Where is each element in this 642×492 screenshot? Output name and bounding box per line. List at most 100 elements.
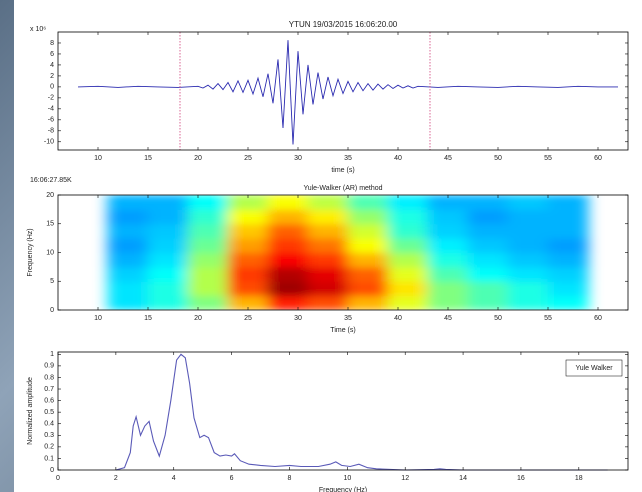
y-tick-label: -8	[48, 128, 54, 135]
x-tick-label: 45	[444, 155, 452, 162]
heatmap-cell	[227, 252, 269, 268]
heatmap-cell	[307, 195, 349, 210]
heatmap-cell	[107, 208, 149, 225]
heatmap-cell	[307, 252, 349, 268]
heatmap-cell	[547, 195, 589, 210]
heatmap-cell	[507, 208, 549, 225]
heatmap-cell	[547, 208, 589, 225]
heatmap-cell	[267, 280, 309, 297]
heatmap-cell	[187, 252, 229, 268]
chart-title: Yule-Walker (AR) method	[303, 185, 382, 192]
heatmap-cell	[387, 195, 429, 210]
heatmap-cell	[507, 280, 549, 297]
heatmap-cell	[187, 208, 229, 225]
heatmap-cell	[547, 252, 589, 268]
y-tick-label: 0.1	[44, 455, 54, 462]
data-line	[115, 353, 608, 471]
heatmap-cell	[267, 208, 309, 225]
heatmap-cell	[307, 237, 349, 253]
heatmap-cell	[347, 237, 389, 253]
annotation: 16:06:27.85K	[30, 177, 72, 184]
heatmap-cell	[387, 266, 429, 282]
heatmap-cell	[147, 208, 189, 225]
heatmap-cell	[267, 195, 309, 210]
heatmap-cell	[267, 237, 309, 253]
y-tick-label: 0.5	[44, 409, 54, 416]
y-tick-label: 0.6	[44, 397, 54, 404]
x-tick-label: 45	[444, 315, 452, 322]
heatmap-cell	[427, 223, 469, 239]
heatmap-cell	[427, 237, 469, 253]
x-tick-label: 12	[401, 475, 409, 482]
x-tick-label: 40	[394, 155, 402, 162]
heatmap-cell	[107, 195, 149, 210]
heatmap-cell	[147, 280, 189, 297]
heatmap-cell	[187, 223, 229, 239]
heatmap-cell	[427, 266, 469, 282]
x-tick-label: 60	[594, 155, 602, 162]
heatmap-cell	[387, 208, 429, 225]
heatmap-cell	[147, 223, 189, 239]
heatmap-cell	[467, 223, 509, 239]
y-tick-label: 0.7	[44, 386, 54, 393]
heatmap-cell	[107, 295, 149, 310]
heatmap-cell	[227, 237, 269, 253]
y-tick-label: 2	[50, 73, 54, 80]
x-tick-label: 10	[94, 315, 102, 322]
heatmap-cell	[187, 195, 229, 210]
heatmap-cell	[187, 295, 229, 310]
y-tick-label: 0	[50, 307, 54, 314]
figure: YTUN 19/03/2015 16:06:20.00 x 10⁶ time (s)…	[14, 0, 642, 492]
heatmap-cell	[147, 295, 189, 310]
heatmap-cell	[147, 195, 189, 210]
heatmap-cell	[427, 195, 469, 210]
heatmap-cell	[467, 208, 509, 225]
y-tick-label: 0.3	[44, 432, 54, 439]
heatmap-cell	[387, 237, 429, 253]
heatmap-cell	[227, 280, 269, 297]
y-tick-label: 4	[50, 62, 54, 69]
x-tick-label: 15	[144, 155, 152, 162]
data-line	[77, 40, 618, 145]
x-tick-label: 0	[56, 475, 60, 482]
y-tick-label: 20	[46, 192, 54, 199]
y-axis-label: Frequency (Hz)	[27, 228, 34, 276]
heatmap-cell	[467, 295, 509, 310]
heatmap-cell	[227, 223, 269, 239]
x-tick-label: 50	[494, 315, 502, 322]
y-tick-label: -6	[48, 117, 54, 124]
heatmap-cell	[267, 295, 309, 310]
heatmap-cell	[387, 280, 429, 297]
y-tick-label: 0.2	[44, 444, 54, 451]
heatmap-cell	[267, 223, 309, 239]
heatmap-cell	[307, 280, 349, 297]
legend-box	[565, 359, 623, 377]
heatmap-cell	[387, 295, 429, 310]
heatmap-cell	[107, 280, 149, 297]
x-tick-label: 4	[172, 475, 176, 482]
heatmap-cell	[507, 266, 549, 282]
heatmap-cell	[427, 295, 469, 310]
x-tick-label: 30	[294, 155, 302, 162]
heatmap-cell	[347, 208, 389, 225]
x-tick-label: 35	[344, 315, 352, 322]
x-tick-label: 55	[544, 155, 552, 162]
x-tick-label: 10	[94, 155, 102, 162]
heatmap-cell	[467, 280, 509, 297]
x-tick-label: 15	[144, 315, 152, 322]
x-tick-label: 35	[344, 155, 352, 162]
heatmap-cell	[347, 223, 389, 239]
heatmap-cell	[227, 208, 269, 225]
heatmap-cell	[467, 195, 509, 210]
heatmap-cell	[347, 195, 389, 210]
heatmap-cell	[427, 252, 469, 268]
y-tick-label: -2	[48, 95, 54, 102]
x-tick-label: 18	[575, 475, 583, 482]
y-tick-label: 0	[50, 84, 54, 91]
x-tick-label: 6	[230, 475, 234, 482]
y-tick-label: 0.8	[44, 374, 54, 381]
y-tick-label: 0.4	[44, 421, 54, 428]
heatmap-cell	[347, 280, 389, 297]
x-tick-label: 20	[194, 155, 202, 162]
